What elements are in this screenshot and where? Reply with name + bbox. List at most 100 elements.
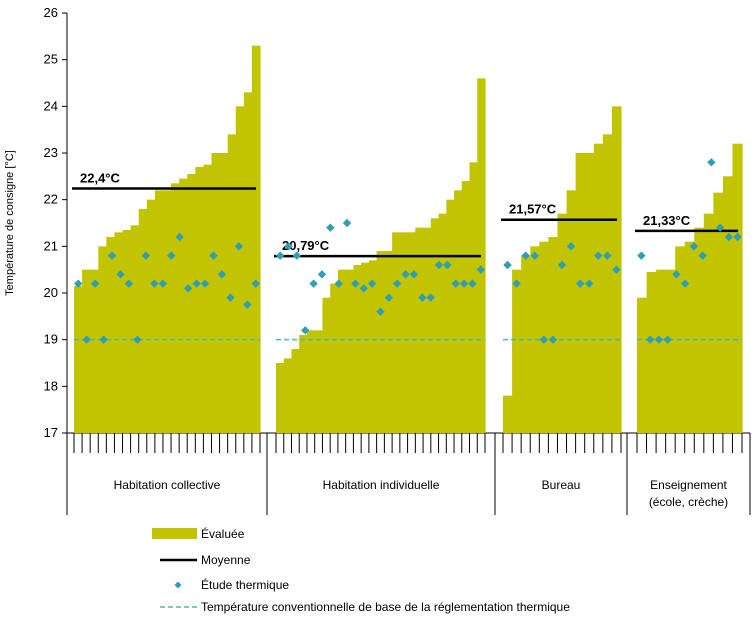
evaluated-bar xyxy=(477,78,486,433)
study-point xyxy=(521,251,530,260)
evaluated-bar xyxy=(384,251,393,433)
study-point xyxy=(209,251,218,260)
evaluated-bar xyxy=(291,349,300,433)
evaluated-bar xyxy=(219,153,229,433)
evaluated-bar xyxy=(438,213,447,433)
evaluated-bar xyxy=(584,153,595,433)
study-point xyxy=(317,270,327,279)
study-point xyxy=(733,232,742,242)
y-tick-label: 21 xyxy=(44,238,58,253)
study-point xyxy=(107,251,117,260)
study-point xyxy=(334,279,343,288)
evaluated-bar xyxy=(130,225,140,433)
evaluated-bar xyxy=(399,232,409,433)
evaluated-bar xyxy=(407,232,416,433)
study-point xyxy=(226,293,235,302)
study-point xyxy=(663,335,672,344)
study-point xyxy=(141,251,151,260)
evaluated-bar xyxy=(454,190,463,433)
evaluated-bar xyxy=(713,192,724,433)
study-point xyxy=(539,335,549,344)
y-tick-label: 20 xyxy=(44,285,58,300)
evaluated-bar xyxy=(337,269,347,433)
mean-label: 21,33°C xyxy=(643,213,691,228)
evaluated-bar xyxy=(314,330,324,433)
evaluated-bar xyxy=(423,227,432,433)
evaluated-bar xyxy=(74,286,83,433)
study-point xyxy=(376,307,385,316)
study-point xyxy=(82,335,91,344)
evaluated-bar xyxy=(251,45,261,434)
study-point xyxy=(409,270,419,279)
y-tick-label: 18 xyxy=(44,378,58,393)
study-point xyxy=(645,335,655,344)
study-point xyxy=(99,335,108,344)
study-point xyxy=(74,279,83,288)
y-tick-label: 22 xyxy=(44,192,58,207)
evaluated-bar xyxy=(575,153,586,433)
evaluated-bar xyxy=(106,237,116,433)
evaluated-bar xyxy=(376,251,385,433)
study-point xyxy=(459,279,469,288)
evaluated-bar xyxy=(461,181,471,433)
evaluated-bar xyxy=(521,255,531,433)
study-point xyxy=(309,279,318,288)
study-point xyxy=(575,279,585,288)
evaluated-bar xyxy=(512,269,522,433)
mean-label: 21,57°C xyxy=(509,202,557,217)
study-point xyxy=(530,251,539,260)
study-point xyxy=(548,335,558,344)
y-tick-label: 19 xyxy=(44,332,58,347)
study-point xyxy=(426,293,435,302)
evaluated-bar xyxy=(446,199,455,433)
evaluated-bar xyxy=(694,227,705,433)
y-tick-label: 24 xyxy=(44,98,58,113)
study-point xyxy=(192,279,201,288)
study-point xyxy=(503,260,512,270)
study-point xyxy=(418,293,427,302)
evaluated-bar xyxy=(235,106,245,433)
evaluated-bar xyxy=(732,143,743,433)
evaluated-bar xyxy=(415,227,424,433)
study-point xyxy=(251,279,260,288)
evaluated-bar xyxy=(548,237,559,433)
evaluated-bar xyxy=(114,232,124,433)
evaluated-bar xyxy=(322,297,331,433)
category-label-line2: (école, crèche) xyxy=(649,495,728,509)
evaluated-bar xyxy=(283,358,293,433)
evaluated-bar xyxy=(227,134,237,434)
legend-swatch-study xyxy=(174,581,182,589)
evaluated-bar xyxy=(665,269,676,433)
study-point xyxy=(116,270,125,279)
evaluated-bar xyxy=(602,134,613,434)
study-point xyxy=(284,242,293,251)
y-tick-label: 25 xyxy=(44,52,58,67)
study-point xyxy=(443,260,452,270)
study-point xyxy=(451,279,460,288)
study-point xyxy=(301,326,310,335)
evaluated-bar xyxy=(353,265,362,433)
study-point xyxy=(707,158,716,167)
study-point xyxy=(612,265,621,274)
evaluated-bar xyxy=(243,92,253,433)
evaluated-bar xyxy=(276,363,285,433)
evaluated-bar xyxy=(146,199,156,433)
evaluated-bar xyxy=(122,230,132,433)
evaluated-bar xyxy=(503,395,513,433)
evaluated-bar xyxy=(656,269,667,433)
y-tick-label: 17 xyxy=(44,425,58,440)
evaluated-bar xyxy=(138,209,148,433)
evaluated-bar xyxy=(211,153,221,433)
study-point xyxy=(468,279,477,288)
evaluated-bar xyxy=(345,269,355,433)
study-point xyxy=(367,279,377,288)
evaluated-bar xyxy=(469,162,478,434)
study-point xyxy=(724,232,734,242)
study-point xyxy=(275,251,285,260)
evaluated-bar xyxy=(203,164,213,433)
evaluated-bar xyxy=(90,269,99,433)
study-point xyxy=(359,284,368,293)
study-point xyxy=(715,223,725,232)
study-point xyxy=(434,260,444,270)
